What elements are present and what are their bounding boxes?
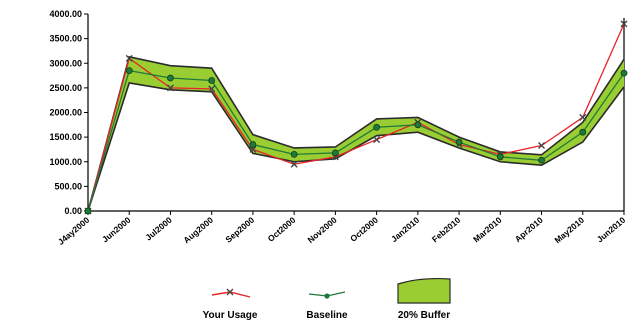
marker-stroke: [249, 145, 257, 153]
y-tick-label: 2000.00: [49, 108, 82, 118]
x-tick-label: Jul2000: [143, 215, 174, 243]
marker-stroke: [538, 142, 546, 149]
x-tick-label: Sep2000: [223, 215, 256, 245]
plot-area: [84, 20, 628, 215]
legend-item-baseline: Baseline: [306, 291, 348, 321]
point-your-usage: [249, 145, 257, 153]
y-tick-label: 1000.00: [49, 157, 82, 167]
y-tick-label: 2500.00: [49, 83, 82, 93]
point-your-usage: [290, 160, 298, 168]
x-tick-label: Mar2010: [471, 215, 504, 245]
x-tick-label: Jun2000: [100, 215, 133, 245]
marker-stroke: [125, 54, 133, 62]
point-baseline: [208, 77, 216, 84]
marker-stroke: [579, 113, 587, 121]
point-baseline: [455, 138, 463, 146]
legend-label: 20% Buffer: [398, 310, 450, 321]
series-line-your-usage: [87, 23, 625, 212]
point-baseline: [84, 207, 92, 215]
y-tick-label: 1500.00: [49, 132, 82, 142]
point-your-usage: [166, 84, 174, 92]
y-axis: 0.00 500.00 1000.00 1500.00 2000.00 2500.00 30…: [49, 9, 89, 216]
x-tick-label: Jan2010: [389, 215, 421, 244]
point-baseline: [579, 128, 587, 136]
point-baseline: [496, 153, 504, 161]
buffer-upper-line: [87, 55, 625, 212]
y-tick-label: 500.00: [54, 181, 82, 191]
marker-stroke: [290, 160, 298, 168]
x-tick-label: Jun2010: [595, 215, 628, 245]
point-baseline: [167, 74, 174, 82]
marker-stroke: [208, 85, 216, 93]
point-baseline: [125, 67, 133, 75]
point-your-usage: [538, 142, 546, 149]
x-tick-label: Apr2010: [513, 215, 545, 244]
marker-stroke: [166, 84, 174, 92]
point-your-usage: [373, 136, 381, 144]
point-baseline: [290, 150, 298, 158]
legend-marker: [226, 288, 234, 296]
point-your-usage: [620, 20, 628, 28]
y-tick-label: 4000.00: [49, 9, 82, 19]
legend-marker: [324, 293, 330, 299]
x-tick-label: Nov2000: [305, 215, 338, 245]
y-tick-label: 3000.00: [49, 58, 82, 68]
x-tick-label: Feb2010: [430, 215, 463, 245]
x-tick-label: Oct2000: [266, 215, 298, 244]
x-axis: J4ay2000 Jun2000 Jul2000 Aug2000 Sep2000 Oct2…: [56, 18, 628, 247]
point-baseline: [331, 149, 339, 157]
buffer-lower-line: [87, 82, 625, 212]
legend-label: Baseline: [306, 310, 348, 321]
y-tick-label: 3500.00: [49, 34, 82, 44]
legend: Your Usage Baseline 20% Buffer: [203, 277, 451, 321]
legend-label: Your Usage: [203, 310, 258, 321]
point-baseline: [538, 156, 545, 164]
point-your-usage: [208, 85, 216, 93]
series-line-baseline: [87, 69, 625, 212]
marker-stroke: [620, 20, 628, 28]
x-tick-label: J4ay2000: [56, 215, 92, 247]
marker-stroke: [373, 136, 381, 144]
point-baseline: [620, 69, 628, 77]
point-baseline: [249, 141, 257, 148]
x-tick-label: May2010: [552, 215, 586, 246]
x-tick-label: Aug2000: [181, 215, 215, 246]
point-your-usage: [579, 113, 587, 121]
legend-item-your-usage: Your Usage: [203, 288, 258, 321]
point-your-usage: [125, 54, 133, 62]
point-baseline: [373, 123, 381, 131]
point-baseline: [414, 121, 422, 129]
legend-item-buffer: 20% Buffer: [397, 277, 451, 321]
y-tick-label: 0.00: [64, 206, 82, 216]
legend-swatch-band: [397, 277, 451, 304]
x-tick-label: Oct2000: [348, 215, 380, 244]
